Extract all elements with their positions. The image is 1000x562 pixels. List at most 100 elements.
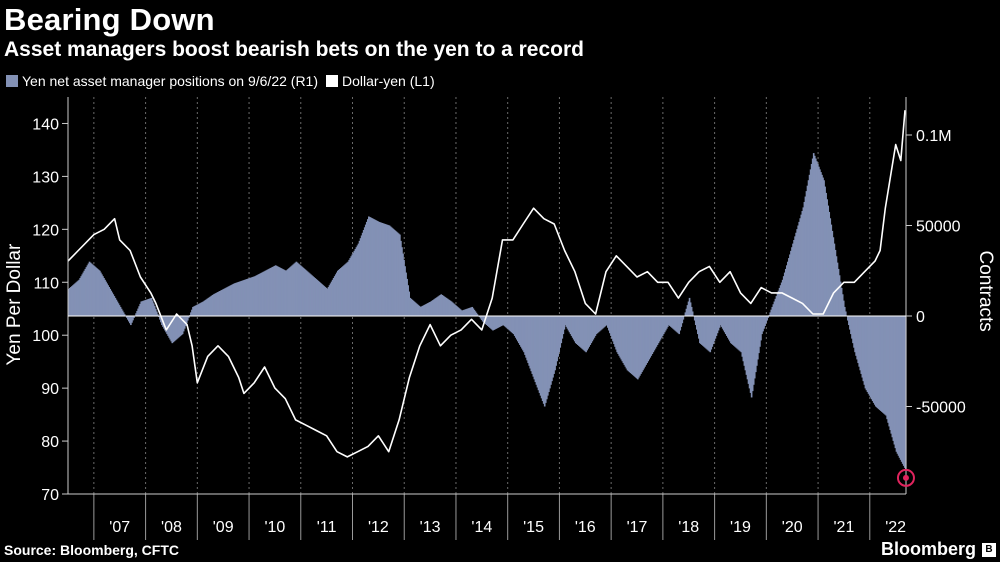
position-bar	[564, 316, 567, 326]
position-bar	[306, 271, 309, 316]
position-bar	[472, 308, 475, 316]
position-bar	[172, 316, 175, 343]
right-tick-label: 0.1M	[916, 128, 952, 145]
position-bar	[891, 316, 894, 438]
position-bar	[118, 305, 121, 316]
position-bar	[251, 277, 253, 316]
position-bar	[815, 161, 818, 316]
position-bar	[853, 316, 855, 348]
position-bar	[166, 316, 168, 335]
position-bar	[238, 281, 241, 316]
position-bar	[203, 300, 206, 316]
position-bar	[155, 311, 158, 316]
position-bar	[723, 316, 726, 333]
position-bar	[165, 316, 167, 333]
position-bar	[103, 277, 105, 316]
position-bar	[213, 293, 216, 316]
position-bar	[265, 270, 268, 316]
position-bar	[781, 279, 784, 316]
position-bar	[690, 306, 693, 316]
position-bar	[812, 153, 815, 316]
position-bar	[96, 268, 99, 316]
position-bar	[686, 305, 689, 316]
position-bar	[417, 305, 420, 316]
position-bar	[519, 316, 521, 345]
position-bar	[456, 306, 459, 316]
position-bar	[566, 316, 569, 329]
position-bar	[221, 289, 223, 316]
position-bar	[777, 290, 780, 316]
position-bar	[220, 290, 222, 316]
position-bar	[822, 177, 824, 316]
legend-item-dollar-yen: Dollar-yen (L1)	[326, 73, 435, 89]
position-bar	[709, 316, 712, 353]
position-bar	[888, 316, 891, 427]
position-bar	[395, 231, 398, 316]
position-bar	[631, 316, 634, 375]
x-tick-label: '10	[264, 519, 285, 536]
position-bar	[503, 316, 506, 326]
position-bar	[507, 316, 510, 330]
position-bar	[354, 249, 357, 316]
position-bar	[775, 296, 778, 316]
position-bar	[655, 316, 658, 347]
position-bar	[259, 273, 262, 316]
position-bar	[342, 266, 344, 316]
position-bar	[792, 243, 794, 316]
position-bar	[843, 306, 846, 316]
position-bar	[211, 295, 214, 316]
position-bar	[414, 302, 417, 316]
position-bar	[719, 316, 722, 326]
position-bar	[727, 316, 729, 338]
position-bar	[328, 285, 331, 316]
position-bar	[87, 263, 90, 316]
position-bar	[764, 316, 766, 326]
position-bar	[364, 224, 367, 316]
position-bar	[218, 291, 220, 316]
position-bar	[584, 316, 586, 352]
position-bar	[506, 316, 509, 329]
position-bar	[680, 316, 683, 327]
position-bar	[861, 316, 864, 378]
position-bar	[705, 316, 707, 349]
position-bar	[613, 316, 615, 345]
position-bar	[458, 307, 460, 316]
position-bar	[239, 281, 242, 316]
position-bar	[299, 265, 302, 316]
position-bar	[80, 276, 83, 316]
position-bar	[648, 316, 651, 360]
position-bar	[733, 316, 735, 346]
position-bar	[442, 295, 445, 316]
position-bar	[630, 316, 633, 374]
position-bar	[704, 316, 706, 348]
position-bar	[413, 301, 416, 316]
position-bar	[640, 316, 642, 374]
position-bar	[626, 316, 629, 371]
position-bar	[368, 216, 370, 316]
position-bar	[747, 316, 750, 384]
position-bar	[809, 169, 812, 316]
position-bar	[685, 308, 688, 316]
position-bar	[268, 268, 271, 316]
position-bar	[650, 316, 653, 356]
position-bar	[638, 316, 640, 378]
position-bar	[670, 316, 672, 327]
position-bar	[574, 316, 577, 344]
position-bar	[99, 270, 101, 316]
position-bar	[229, 285, 232, 316]
position-bar	[412, 300, 415, 316]
position-bar	[652, 316, 655, 353]
position-bar	[802, 207, 805, 316]
position-bar	[807, 180, 810, 316]
position-bar	[585, 316, 587, 353]
position-bar	[400, 240, 402, 316]
position-bar	[422, 305, 425, 316]
position-bar	[177, 316, 180, 338]
position-bar	[898, 316, 901, 458]
position-bar	[824, 186, 826, 316]
position-bar	[327, 287, 330, 316]
position-bar	[219, 291, 221, 316]
position-bar	[73, 284, 75, 316]
position-bar	[150, 297, 153, 316]
position-bar	[850, 316, 852, 335]
